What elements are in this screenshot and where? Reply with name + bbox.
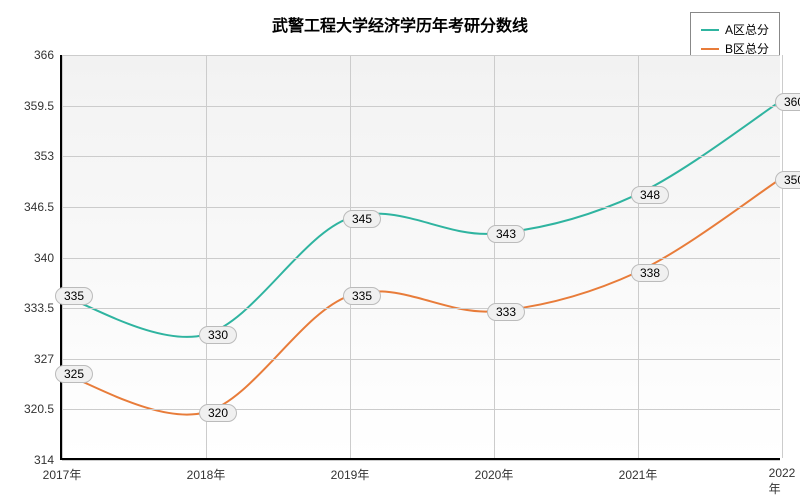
x-axis-label: 2017年	[43, 458, 82, 483]
grid-line-h	[62, 258, 780, 259]
grid-line-h	[62, 106, 780, 107]
data-label: 335	[55, 287, 93, 305]
data-label: 350	[775, 171, 800, 189]
data-label: 348	[631, 186, 669, 204]
series-line	[62, 179, 780, 414]
grid-line-v	[782, 55, 783, 458]
y-axis-label: 320.5	[24, 402, 62, 416]
y-axis-label: 327	[34, 352, 62, 366]
x-axis-label: 2018年	[187, 458, 226, 483]
data-label: 325	[55, 365, 93, 383]
y-axis-label: 366	[34, 48, 62, 62]
data-label: 360	[775, 93, 800, 111]
grid-line-v	[206, 55, 207, 458]
data-label: 333	[487, 303, 525, 321]
legend-swatch-b	[701, 48, 719, 50]
grid-line-h	[62, 359, 780, 360]
grid-line-v	[350, 55, 351, 458]
y-axis-label: 353	[34, 149, 62, 163]
y-axis-label: 359.5	[24, 99, 62, 113]
data-label: 345	[343, 210, 381, 228]
grid-line-h	[62, 308, 780, 309]
series-line	[62, 102, 780, 337]
data-label: 335	[343, 287, 381, 305]
x-axis-label: 2022年	[769, 458, 796, 497]
data-label: 338	[631, 264, 669, 282]
legend-label-a: A区总分	[725, 21, 769, 38]
data-label: 320	[199, 404, 237, 422]
chart-container: 武警工程大学经济学历年考研分数线 A区总分 B区总分 314320.532733…	[0, 0, 800, 500]
x-axis-label: 2021年	[619, 458, 658, 483]
data-label: 330	[199, 326, 237, 344]
grid-line-h	[62, 156, 780, 157]
plot-area: 314320.5327333.5340346.5353359.53662017年…	[60, 55, 780, 460]
x-axis-label: 2019年	[331, 458, 370, 483]
x-axis-label: 2020年	[475, 458, 514, 483]
grid-line-v	[638, 55, 639, 458]
y-axis-label: 340	[34, 251, 62, 265]
legend-swatch-a	[701, 29, 719, 31]
grid-line-h	[62, 55, 780, 56]
y-axis-label: 346.5	[24, 200, 62, 214]
y-axis-label: 333.5	[24, 301, 62, 315]
grid-line-h	[62, 409, 780, 410]
grid-line-v	[62, 55, 63, 458]
legend-item-a: A区总分	[701, 21, 769, 38]
grid-line-h	[62, 207, 780, 208]
chart-title: 武警工程大学经济学历年考研分数线	[0, 12, 800, 36]
data-label: 343	[487, 225, 525, 243]
grid-line-v	[494, 55, 495, 458]
grid-line-h	[62, 460, 780, 461]
